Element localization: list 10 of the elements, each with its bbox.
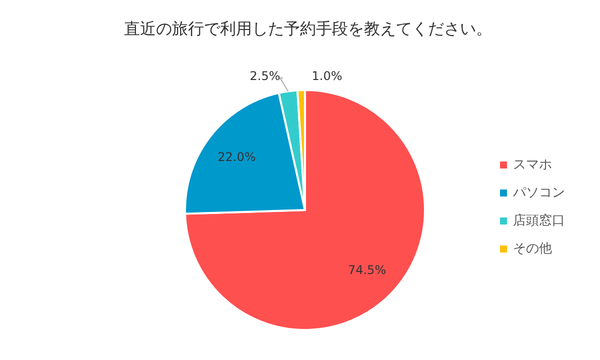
chart-title: 直近の旅行で利用した予約手段を教えてください。 bbox=[124, 19, 492, 38]
legend-label: スマホ bbox=[513, 158, 552, 172]
data-label: 1.0% bbox=[312, 69, 342, 83]
data-label: 22.0% bbox=[218, 150, 256, 164]
data-label: 2.5% bbox=[250, 69, 280, 83]
pie-slice bbox=[184, 89, 426, 331]
legend-label: その他 bbox=[513, 242, 552, 256]
data-label: 74.5% bbox=[348, 263, 386, 278]
legend-label: 店頭窓口 bbox=[513, 212, 565, 228]
legend-label: パソコン bbox=[512, 186, 565, 200]
